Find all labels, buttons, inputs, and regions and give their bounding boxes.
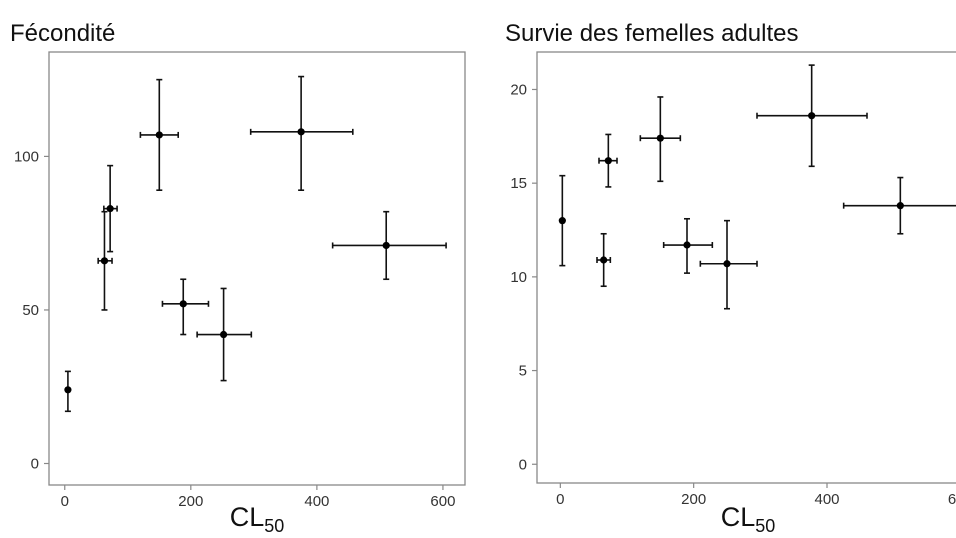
chart-title: Fécondité bbox=[10, 20, 115, 47]
chart-title: Survie des femelles adultes bbox=[505, 20, 798, 47]
x-axis-label: CL50 bbox=[230, 502, 285, 536]
data-point bbox=[219, 330, 228, 339]
x-tick-label: 0 bbox=[61, 493, 69, 510]
tick-group: 0 200 400 600 0 50 100 bbox=[14, 148, 455, 510]
y-tick-label: 15 bbox=[510, 175, 527, 192]
x-axis-label-main: CL bbox=[721, 502, 756, 532]
data-point bbox=[723, 260, 731, 268]
y-tick-label: 0 bbox=[31, 456, 39, 473]
data-point bbox=[558, 217, 566, 225]
plot-frame bbox=[536, 51, 956, 484]
x-tick-label: 400 bbox=[304, 493, 329, 510]
y-tick-label: 100 bbox=[14, 148, 39, 165]
x-axis-label-subscript: 50 bbox=[264, 516, 284, 536]
y-tick-label: 50 bbox=[22, 302, 39, 319]
marks-group bbox=[558, 64, 956, 310]
data-point bbox=[155, 131, 163, 139]
x-tick-label: 600 bbox=[430, 493, 455, 510]
x-tick-label: 0 bbox=[556, 491, 564, 508]
data-point bbox=[808, 112, 816, 120]
data-point bbox=[896, 202, 904, 210]
data-point bbox=[600, 256, 608, 264]
x-tick-label: 600 bbox=[948, 491, 956, 508]
data-point bbox=[604, 157, 612, 165]
x-axis-label: CL50 bbox=[721, 502, 776, 536]
x-axis-label-main: CL bbox=[230, 502, 265, 532]
data-point bbox=[683, 241, 691, 249]
y-tick-label: 10 bbox=[510, 269, 527, 286]
data-point bbox=[656, 134, 664, 142]
plot-frame bbox=[48, 51, 466, 486]
panel-survie: Survie des femelles adultes 0 200 400 600 0 5… bbox=[505, 20, 956, 536]
data-point bbox=[297, 128, 305, 136]
y-tick-label: 0 bbox=[519, 456, 527, 473]
x-axis-label-subscript: 50 bbox=[755, 516, 775, 536]
x-tick-label: 200 bbox=[178, 493, 203, 510]
data-point bbox=[179, 300, 187, 308]
x-tick-label: 200 bbox=[681, 491, 706, 508]
x-tick-label: 400 bbox=[814, 491, 839, 508]
data-point bbox=[64, 386, 72, 394]
data-point bbox=[106, 205, 114, 213]
data-point bbox=[382, 241, 390, 250]
tick-group: 0 200 400 600 0 5 10 15 20 bbox=[510, 81, 956, 508]
y-tick-label: 5 bbox=[519, 363, 527, 380]
data-point bbox=[100, 257, 109, 265]
y-tick-label: 20 bbox=[510, 81, 527, 98]
marks-group bbox=[64, 75, 447, 413]
